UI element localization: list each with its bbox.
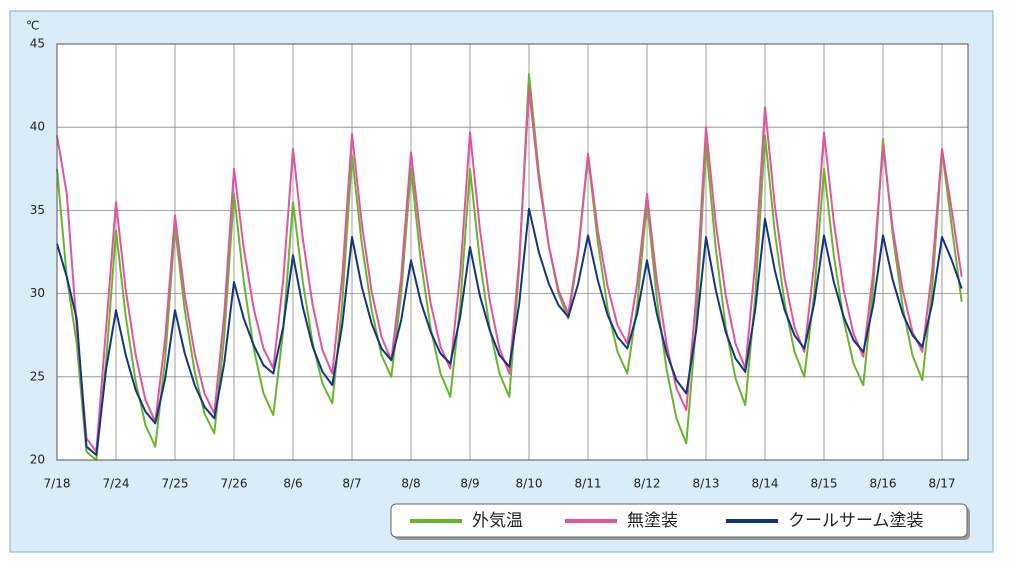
x-tick-label: 7/25 xyxy=(162,477,189,491)
x-tick-label: 8/15 xyxy=(811,477,838,491)
x-tick-label: 8/8 xyxy=(401,477,420,491)
legend-label: 外気温 xyxy=(472,511,523,531)
x-tick-label: 8/13 xyxy=(693,477,720,491)
y-tick-label: 40 xyxy=(30,120,45,134)
y-tick-label: 45 xyxy=(30,37,45,51)
x-tick-label: 8/7 xyxy=(342,477,361,491)
x-tick-label: 8/11 xyxy=(575,477,602,491)
line-series xyxy=(56,207,963,456)
y-tick-label: 25 xyxy=(30,369,45,383)
legend-label: クールサーム塗装 xyxy=(788,510,924,531)
y-tick-label: 20 xyxy=(30,453,45,467)
x-tick-label: 7/18 xyxy=(44,477,71,491)
plot-frame xyxy=(56,43,969,461)
x-tick-label: 7/26 xyxy=(221,477,248,491)
x-tick-label: 8/9 xyxy=(460,477,479,491)
x-tick-label: 7/24 xyxy=(103,477,130,491)
line-series xyxy=(56,87,963,453)
x-tick-label: 8/17 xyxy=(929,477,956,491)
legend xyxy=(390,503,968,538)
x-tick-label: 8/10 xyxy=(516,477,543,491)
x-tick-label: 8/6 xyxy=(283,477,302,491)
x-tick-label: 8/14 xyxy=(752,477,779,491)
y-tick-label: 30 xyxy=(30,286,45,300)
x-tick-label: 8/12 xyxy=(634,477,661,491)
x-tick-label: 8/16 xyxy=(870,477,897,491)
plot-area xyxy=(56,43,969,461)
y-tick-label: 35 xyxy=(30,203,45,217)
legend-label: 無塗装 xyxy=(627,510,678,531)
y-unit: ℃ xyxy=(26,19,39,33)
